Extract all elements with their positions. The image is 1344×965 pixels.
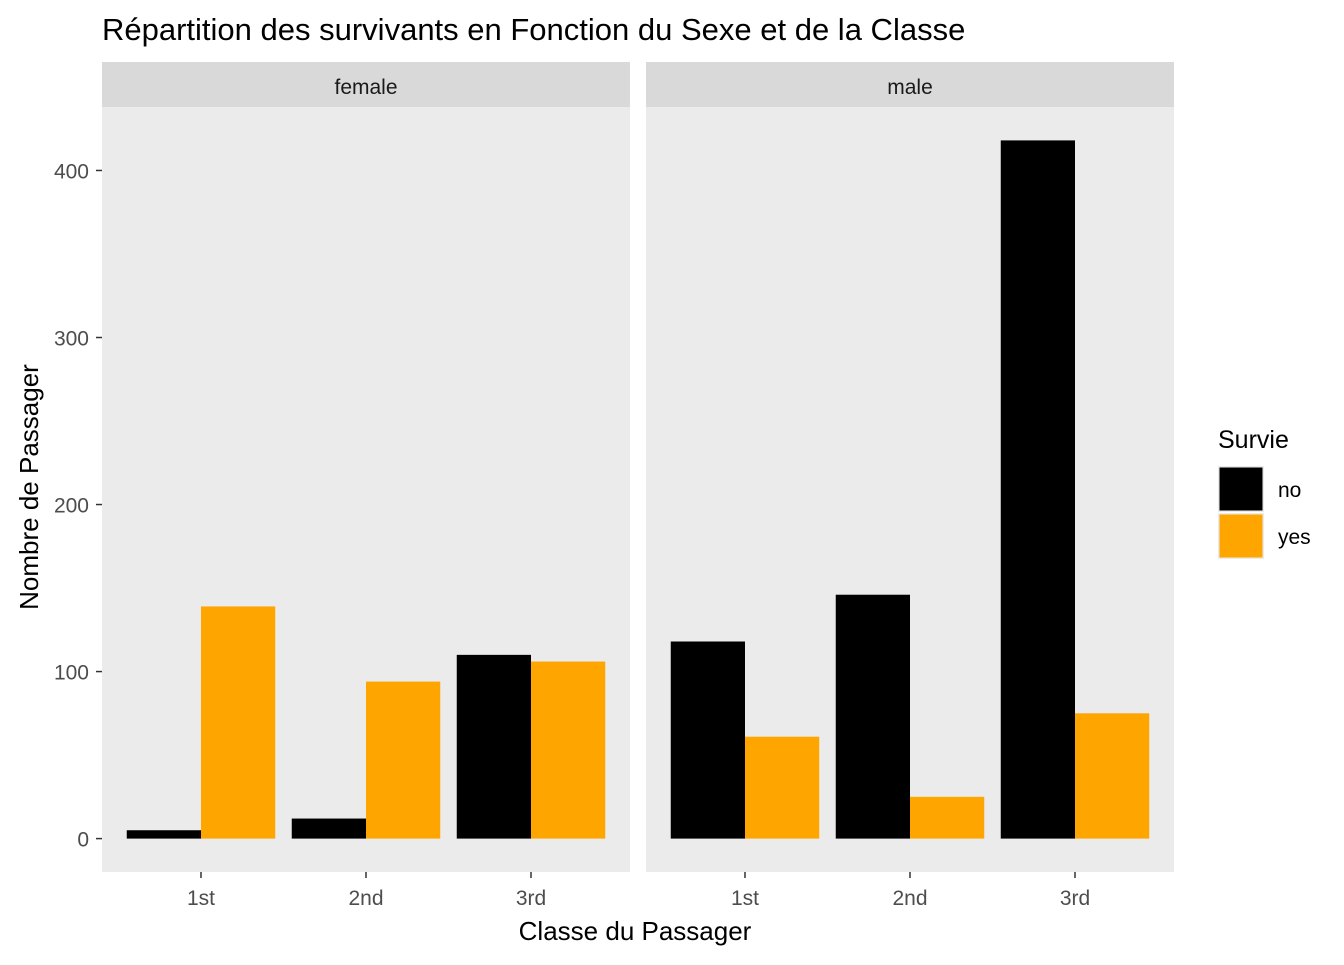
x-tick-label: 3rd [1060,887,1090,910]
legend-title: Survie [1218,426,1289,454]
bar-female-3rd-no [456,654,531,839]
bar-male-3rd-yes [1075,713,1150,839]
bar-female-2nd-no [291,818,366,839]
bar-male-1st-no [670,641,745,839]
legend-key-no [1219,467,1263,511]
facet-strip-label: female [334,76,397,99]
facet-strip [646,62,1174,107]
bar-female-1st-no [126,830,201,839]
x-tick-label: 2nd [892,887,927,910]
facet-strip [102,62,630,107]
y-tick-label: 200 [54,495,89,518]
bar-male-3rd-no [1000,140,1075,839]
chart-title: Répartition des survivants en Fonction d… [102,12,965,47]
y-tick-label: 300 [54,328,89,351]
bar-male-2nd-yes [910,796,985,839]
bar-male-2nd-no [835,594,910,839]
y-axis: 0 100 200 300 400 [54,160,102,852]
x-tick-label: 3rd [516,887,546,910]
y-axis-title: Nombre de Passager [14,364,44,610]
x-axis-title: Classe du Passager [519,916,752,946]
bar-female-2nd-yes [366,681,441,839]
legend-label-yes: yes [1278,526,1311,549]
y-tick-label: 400 [54,160,89,183]
y-tick-label: 0 [77,829,89,852]
x-tick-label: 1st [731,887,759,910]
legend-label-no: no [1278,479,1301,502]
legend-key-yes [1219,514,1263,558]
facet-strip-label: male [887,76,933,99]
panel-female: female 1st 2nd 3rd [102,62,630,910]
x-tick-label: 1st [187,887,215,910]
panel-male: male 1st 2nd 3rd [646,62,1174,910]
bar-female-1st-yes [201,606,276,839]
legend: Survie no yes [1218,426,1311,559]
y-tick-label: 100 [54,662,89,685]
facet-panels: female 1st 2nd 3rd male 1st 2nd 3rd [102,62,1174,910]
bar-female-3rd-yes [531,661,606,839]
bar-male-1st-yes [745,736,820,839]
x-tick-label: 2nd [348,887,383,910]
